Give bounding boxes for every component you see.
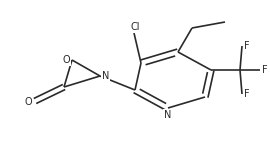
Text: Cl: Cl: [130, 22, 140, 32]
Text: N: N: [102, 71, 109, 81]
Text: N: N: [164, 110, 172, 120]
Text: O: O: [24, 97, 32, 107]
Text: F: F: [244, 89, 250, 99]
Text: F: F: [244, 41, 250, 51]
Text: F: F: [262, 65, 268, 75]
Text: O: O: [62, 55, 70, 65]
